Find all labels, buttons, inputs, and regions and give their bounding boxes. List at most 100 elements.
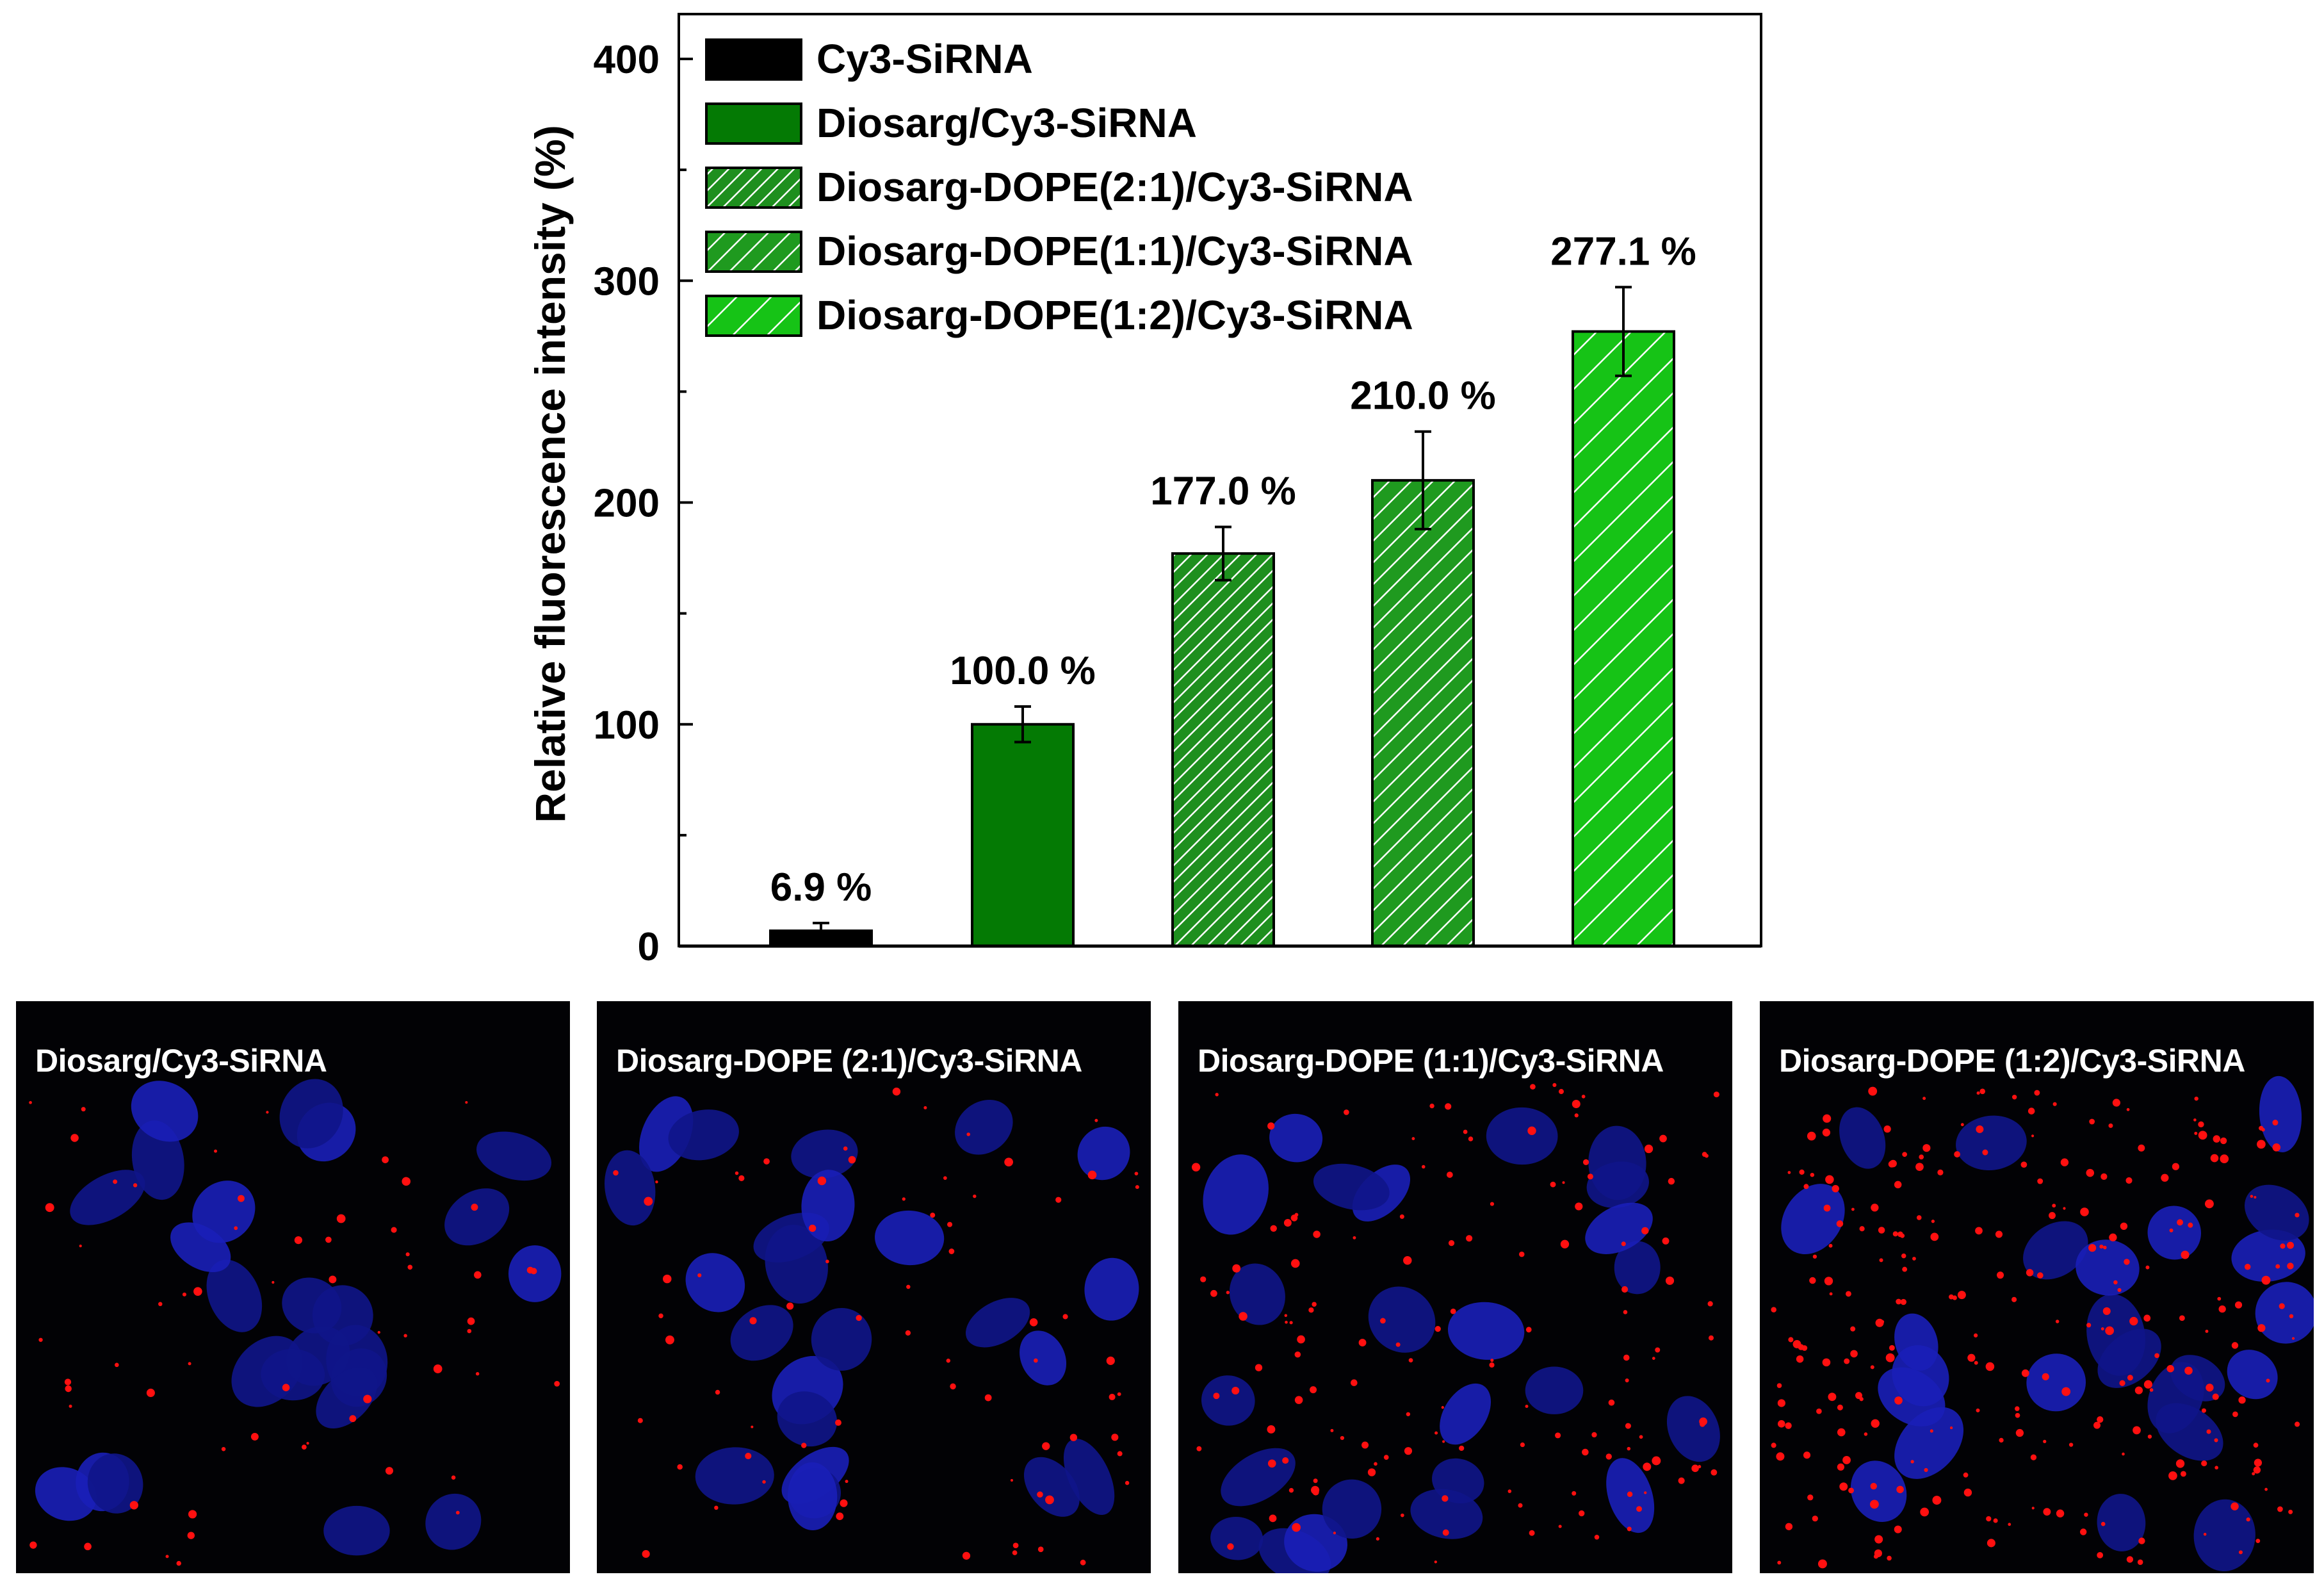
red-puncta [1507, 1489, 1512, 1493]
red-puncta [2105, 1326, 2114, 1336]
red-puncta [1582, 1159, 1589, 1166]
red-puncta [1408, 1358, 1413, 1362]
red-puncta [2138, 1144, 2145, 1152]
red-puncta [2255, 1539, 2261, 1543]
red-puncta [2049, 1212, 2056, 1220]
nucleus [801, 1170, 855, 1242]
red-puncta [2295, 1421, 2300, 1427]
nucleus [206, 1259, 263, 1332]
nucleus [1269, 1113, 1323, 1163]
cell-image-1 [29, 1079, 562, 1566]
red-puncta [1411, 1137, 1415, 1141]
red-puncta [133, 1183, 138, 1188]
red-puncta [2254, 1459, 2263, 1467]
red-puncta [1399, 1214, 1404, 1219]
red-puncta [1636, 1506, 1642, 1512]
red-puncta [1995, 1230, 2003, 1238]
red-puncta [1558, 1089, 1564, 1095]
red-puncta [840, 1499, 848, 1507]
red-puncta [2279, 1303, 2285, 1309]
red-puncta [1930, 1232, 1939, 1241]
nucleus [1410, 1489, 1483, 1539]
red-puncta [2061, 1387, 2071, 1396]
red-puncta [1135, 1185, 1139, 1190]
red-puncta [187, 1532, 195, 1539]
red-puncta [2126, 1556, 2134, 1563]
red-puncta [1434, 1560, 1438, 1564]
red-puncta [1191, 1163, 1201, 1172]
nucleus [2156, 1403, 2223, 1461]
nucleus [1447, 1302, 1525, 1360]
red-puncta [79, 1245, 82, 1248]
red-puncta [2145, 1265, 2150, 1270]
red-puncta [2250, 1195, 2254, 1198]
nucleus [1486, 1107, 1558, 1165]
nucleus [1322, 1479, 1382, 1539]
red-puncta [1594, 1535, 1600, 1540]
red-puncta [2179, 1315, 2185, 1321]
red-puncta [2214, 1466, 2218, 1470]
red-puncta [2125, 1177, 2133, 1184]
red-puncta [2172, 1163, 2180, 1170]
red-puncta [146, 1388, 155, 1397]
nucleus [1201, 1375, 1255, 1426]
red-puncta [2086, 1323, 2092, 1328]
red-puncta [2287, 1263, 2294, 1270]
red-puncta [950, 1383, 956, 1390]
red-puncta [1376, 1537, 1379, 1541]
red-puncta [1787, 1171, 1791, 1174]
red-puncta [1839, 1482, 1848, 1491]
red-puncta [188, 1510, 197, 1519]
red-puncta [1518, 1503, 1523, 1508]
red-puncta [1702, 1152, 1707, 1157]
red-puncta [1870, 1365, 1874, 1369]
red-puncta [1289, 1321, 1293, 1325]
red-puncta [1896, 1298, 1902, 1305]
red-puncta [158, 1302, 163, 1307]
red-puncta [2015, 1428, 2024, 1437]
red-puncta [2287, 1241, 2295, 1249]
red-puncta [1552, 1083, 1557, 1087]
bar-5 [1572, 330, 1675, 947]
nucleus [282, 1277, 342, 1334]
red-puncta [2015, 1412, 2020, 1418]
red-puncta [385, 1467, 393, 1475]
red-puncta [1627, 1491, 1633, 1497]
red-puncta [2056, 1509, 2065, 1517]
red-puncta [1080, 1559, 1086, 1566]
red-puncta [1871, 1204, 1879, 1212]
red-puncta [2112, 1099, 2121, 1107]
red-puncta [1125, 1480, 1130, 1485]
red-puncta [1883, 1125, 1891, 1133]
red-puncta [1848, 1487, 1854, 1494]
red-puncta [1910, 1460, 1914, 1464]
red-puncta [2218, 1305, 2226, 1313]
red-puncta [1527, 1126, 1536, 1136]
red-puncta [1864, 1432, 1868, 1436]
red-puncta [1874, 1535, 1883, 1544]
red-puncta [1949, 1426, 1953, 1430]
red-puncta [1810, 1172, 1815, 1177]
red-puncta [1644, 1144, 1654, 1154]
red-puncta [1313, 1230, 1320, 1238]
red-puncta [2084, 1512, 2088, 1517]
legend-swatch-1 [705, 38, 802, 81]
red-puncta [1605, 1453, 1612, 1460]
red-puncta [2036, 1272, 2044, 1279]
red-puncta [1850, 1350, 1858, 1358]
red-puncta [1489, 1362, 1495, 1368]
red-puncta [1824, 1277, 1833, 1286]
red-puncta [2093, 1421, 2101, 1429]
red-puncta [1450, 1308, 1456, 1314]
legend-swatch-3 [705, 167, 802, 209]
red-puncta [1871, 1419, 1880, 1428]
red-puncta [1710, 1469, 1718, 1476]
red-puncta [1836, 1220, 1844, 1227]
red-puncta [65, 1385, 72, 1393]
red-puncta [1283, 1219, 1292, 1227]
red-puncta [467, 1317, 475, 1325]
red-puncta [1894, 1525, 1902, 1533]
red-puncta [1845, 1291, 1851, 1297]
red-puncta [2089, 1118, 2095, 1125]
red-puncta [1587, 1173, 1593, 1180]
